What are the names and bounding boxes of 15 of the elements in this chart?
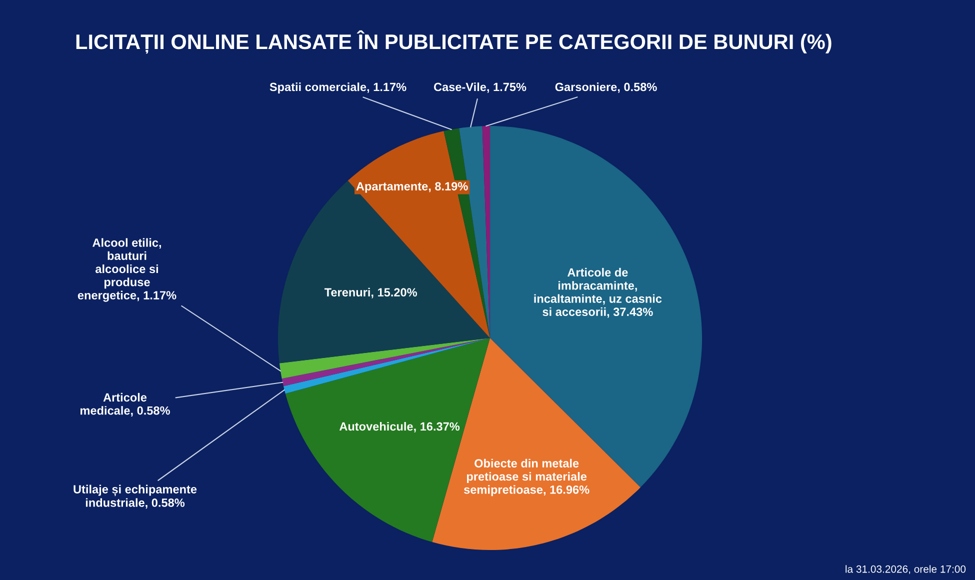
pie-slice bbox=[278, 180, 490, 364]
slice-label: Obiecte din metale pretioase si materiale semipretioase, 16.96% bbox=[464, 458, 590, 496]
slice-label: Apartamente, 8.19% bbox=[356, 182, 468, 193]
slice-label: Case-Vile, 1.75% bbox=[434, 82, 526, 93]
slice-label: Articole de imbracaminte, incaltaminte, uz casnic si accesorii, 37.43% bbox=[534, 268, 662, 318]
slice-label: Terenuri, 15.20% bbox=[324, 288, 418, 298]
text: la 31.03.2026, orele 17:00 bbox=[846, 565, 966, 574]
pie-slice bbox=[279, 338, 490, 379]
slice-label: Utilaje și echipamente industriale, 0.58% bbox=[74, 484, 197, 509]
slice-label: Spatii comerciale, 1.17% bbox=[270, 82, 406, 94]
slice-label: Autovehicule, 16.37% bbox=[339, 422, 460, 432]
slice-label: Alcool etilic, bauturi alcoolice si produse energetice, 1.17% bbox=[78, 238, 176, 302]
slice-label: Garsoniere, 0.58% bbox=[555, 82, 657, 93]
chart-title: LICITAȚII ONLINE LANSATE ÎN PUBLICITATE PE CATEGORII DE BUNURI (%) bbox=[76, 30, 832, 54]
slice-label: Articole medicale, 0.58% bbox=[80, 392, 170, 416]
